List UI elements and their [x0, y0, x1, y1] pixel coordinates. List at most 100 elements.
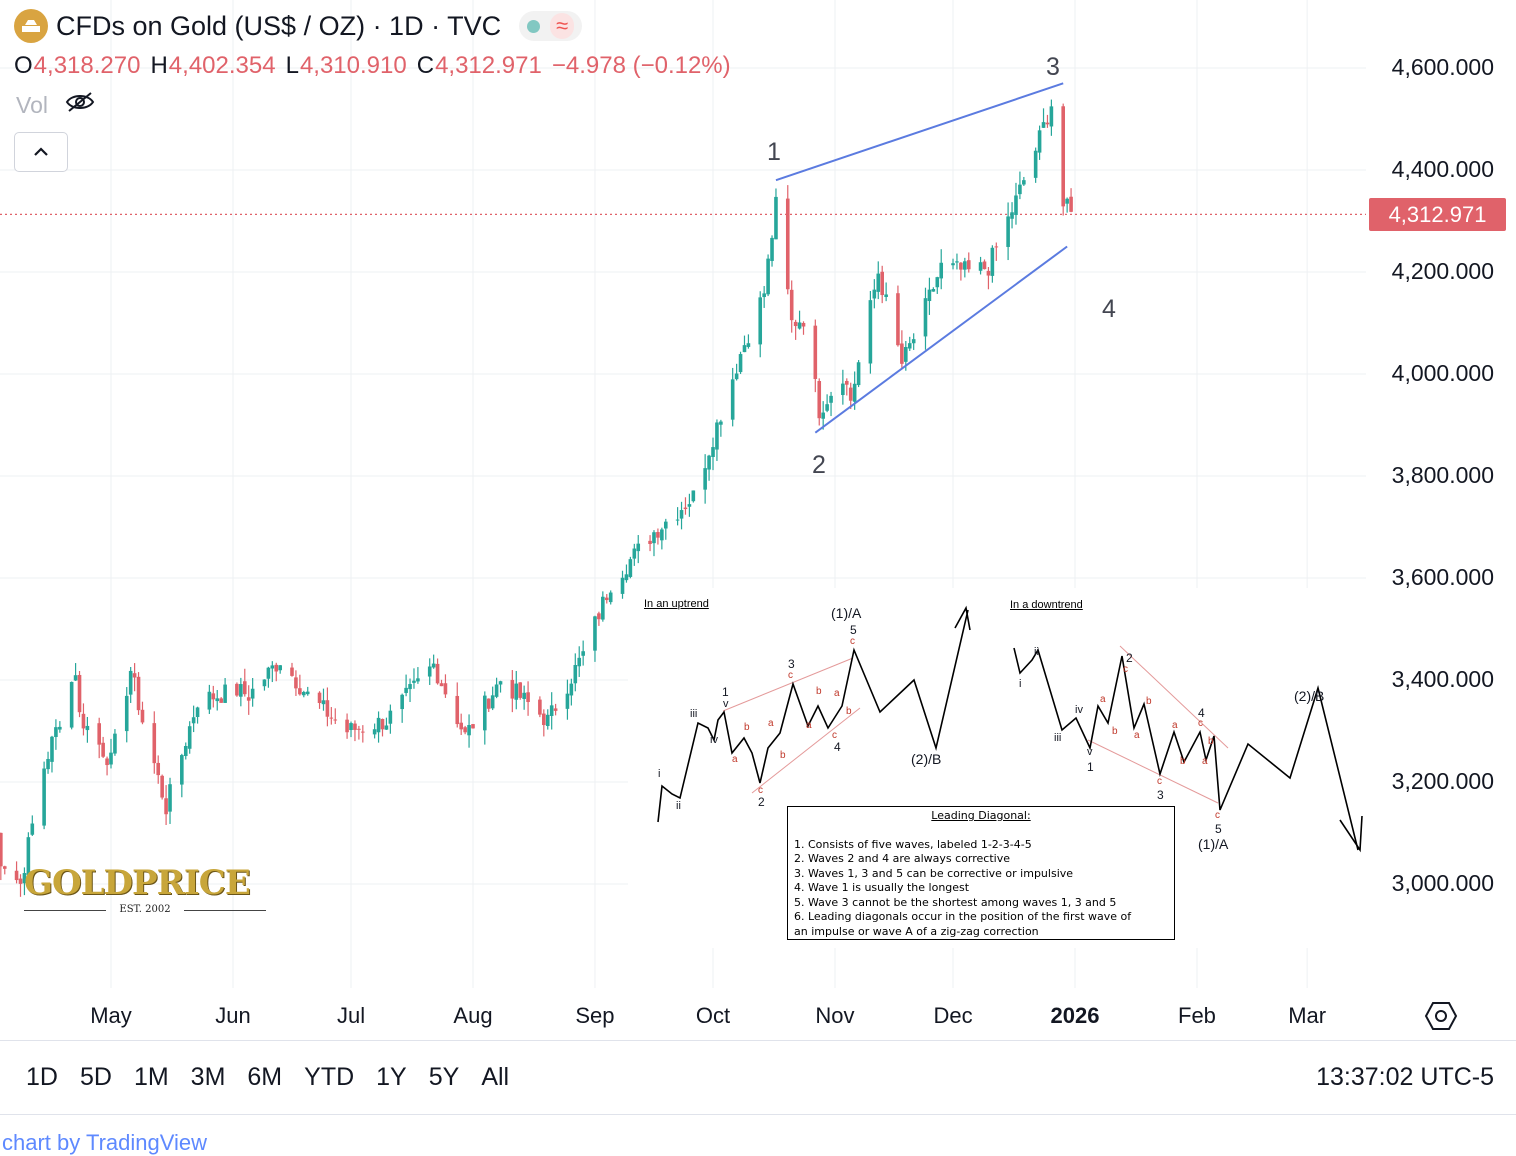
- candle-body: [345, 719, 349, 733]
- candle-body: [990, 247, 995, 276]
- candle-body: [262, 679, 267, 687]
- candle-body: [498, 681, 503, 685]
- logo-rule-right: [184, 910, 266, 911]
- candle-body: [797, 322, 802, 329]
- trendline-upper[interactable]: [775, 82, 1064, 182]
- candle-body: [195, 707, 200, 718]
- wave-label-2: 2: [812, 451, 826, 479]
- candle-body: [136, 676, 141, 711]
- x-tick-label: Jul: [336, 1003, 366, 1028]
- candle-body: [911, 339, 916, 344]
- candle-body: [789, 289, 794, 321]
- candle-body: [384, 725, 389, 730]
- leading-diagonal-legend: Leading Diagonal: 1. Consists of five wa…: [787, 806, 1175, 940]
- candle-body: [58, 726, 62, 730]
- x-tick-label: Nov: [815, 1003, 855, 1028]
- candle-body: [1037, 130, 1042, 153]
- candle-body: [734, 373, 739, 380]
- candle-body: [85, 725, 90, 731]
- up-label-1: 1: [722, 685, 729, 699]
- y-tick-label: 4,400.000: [1391, 156, 1494, 182]
- candle-body: [294, 677, 298, 689]
- candle-body: [1061, 106, 1065, 207]
- x-tick-label: Mar: [1288, 1003, 1327, 1028]
- clock-timezone[interactable]: 13:37:02 UTC-5: [1316, 1063, 1494, 1091]
- volume-legend[interactable]: Vol: [16, 90, 96, 120]
- price-chart[interactable]: [0, 0, 1516, 1000]
- candle-body: [593, 616, 597, 651]
- candle-body: [785, 198, 790, 290]
- range-3m[interactable]: 3M: [190, 1063, 226, 1091]
- candle-body: [0, 832, 3, 867]
- candle-body: [793, 321, 798, 327]
- candle-body: [219, 698, 223, 703]
- candle-body: [762, 293, 766, 298]
- candle-body: [101, 742, 105, 757]
- down-sub-b2: b: [1146, 696, 1152, 707]
- range-1d[interactable]: 1D: [26, 1063, 58, 1091]
- range-1m[interactable]: 1M: [133, 1063, 169, 1091]
- down-label-ii: ii: [1034, 646, 1039, 658]
- candle-body: [1010, 212, 1014, 219]
- candle-body: [152, 723, 157, 764]
- candle-body: [545, 714, 550, 727]
- range-all[interactable]: All: [481, 1063, 510, 1091]
- candle-body: [1014, 195, 1018, 215]
- candle-body: [758, 297, 763, 345]
- uptrend-arrow-head: [954, 605, 971, 631]
- candle-body: [660, 529, 664, 541]
- downtrend-channel-upper: [1119, 645, 1229, 749]
- candle-body: [156, 762, 161, 776]
- legend-item: 1. Consists of five waves, labeled 1-2-3…: [794, 837, 1032, 851]
- candle-body: [187, 726, 192, 749]
- settings-hexagon-icon[interactable]: [1424, 1000, 1458, 1037]
- candle-body: [573, 665, 578, 684]
- candle-body: [435, 663, 440, 684]
- candle-body: [113, 733, 117, 754]
- y-tick-label: 4,200.000: [1391, 258, 1494, 284]
- candle-body: [841, 383, 845, 396]
- range-5y[interactable]: 5Y: [428, 1063, 460, 1091]
- market-status[interactable]: ≈: [519, 11, 583, 41]
- down-sub-c2: c: [1157, 776, 1162, 787]
- range-ytd[interactable]: YTD: [304, 1063, 355, 1091]
- range-6m[interactable]: 6M: [247, 1063, 283, 1091]
- chart-title: CFDs on Gold (US$ / OZ) · 1D · TVC: [56, 10, 502, 41]
- range-5d[interactable]: 5D: [79, 1063, 112, 1091]
- range-1y[interactable]: 1Y: [376, 1063, 407, 1091]
- symbol-header[interactable]: CFDs on Gold (US$ / OZ) · 1D · TVC ≈: [14, 6, 583, 46]
- candle-body: [380, 718, 385, 730]
- candle-body: [266, 667, 271, 679]
- candle-body: [687, 504, 692, 507]
- up-label-top: (1)/A: [831, 605, 862, 621]
- data-delay-icon: ≈: [550, 13, 575, 39]
- candle-body: [183, 746, 188, 757]
- trendline-lower[interactable]: [814, 245, 1068, 434]
- candle-body: [160, 775, 164, 798]
- candle-body: [844, 380, 849, 385]
- candle-body: [994, 246, 999, 248]
- candle-body: [109, 752, 113, 765]
- uptrend-wave-path: [657, 609, 969, 823]
- downtrend-wave-path: [1013, 647, 1359, 851]
- range-selector[interactable]: 1D 5D 1M 3M 6M YTD 1Y 5Y All: [26, 1063, 509, 1092]
- candle-body: [124, 695, 129, 732]
- candle-body: [896, 293, 900, 346]
- tradingview-credit[interactable]: chart by TradingView: [2, 1130, 208, 1155]
- candle-body: [349, 723, 353, 731]
- candle-body: [813, 325, 818, 379]
- candle-body: [608, 592, 613, 603]
- logo-brand: GOLDPRICE: [24, 863, 251, 903]
- uptrend-channel-lower: [751, 707, 861, 794]
- up-sub-a3: a: [806, 720, 812, 731]
- up-sub-a1: a: [732, 754, 738, 765]
- up-label-bottom: (2)/B: [911, 751, 942, 767]
- y-tick-label: 4,000.000: [1391, 360, 1494, 386]
- chevron-up-icon: [34, 147, 48, 156]
- candle-body: [239, 684, 243, 697]
- eye-hidden-icon[interactable]: [64, 90, 96, 120]
- candle-body: [522, 692, 526, 699]
- down-sub-a4: a: [1202, 756, 1208, 767]
- collapse-legend-button[interactable]: [14, 132, 68, 172]
- candle-body: [42, 768, 46, 826]
